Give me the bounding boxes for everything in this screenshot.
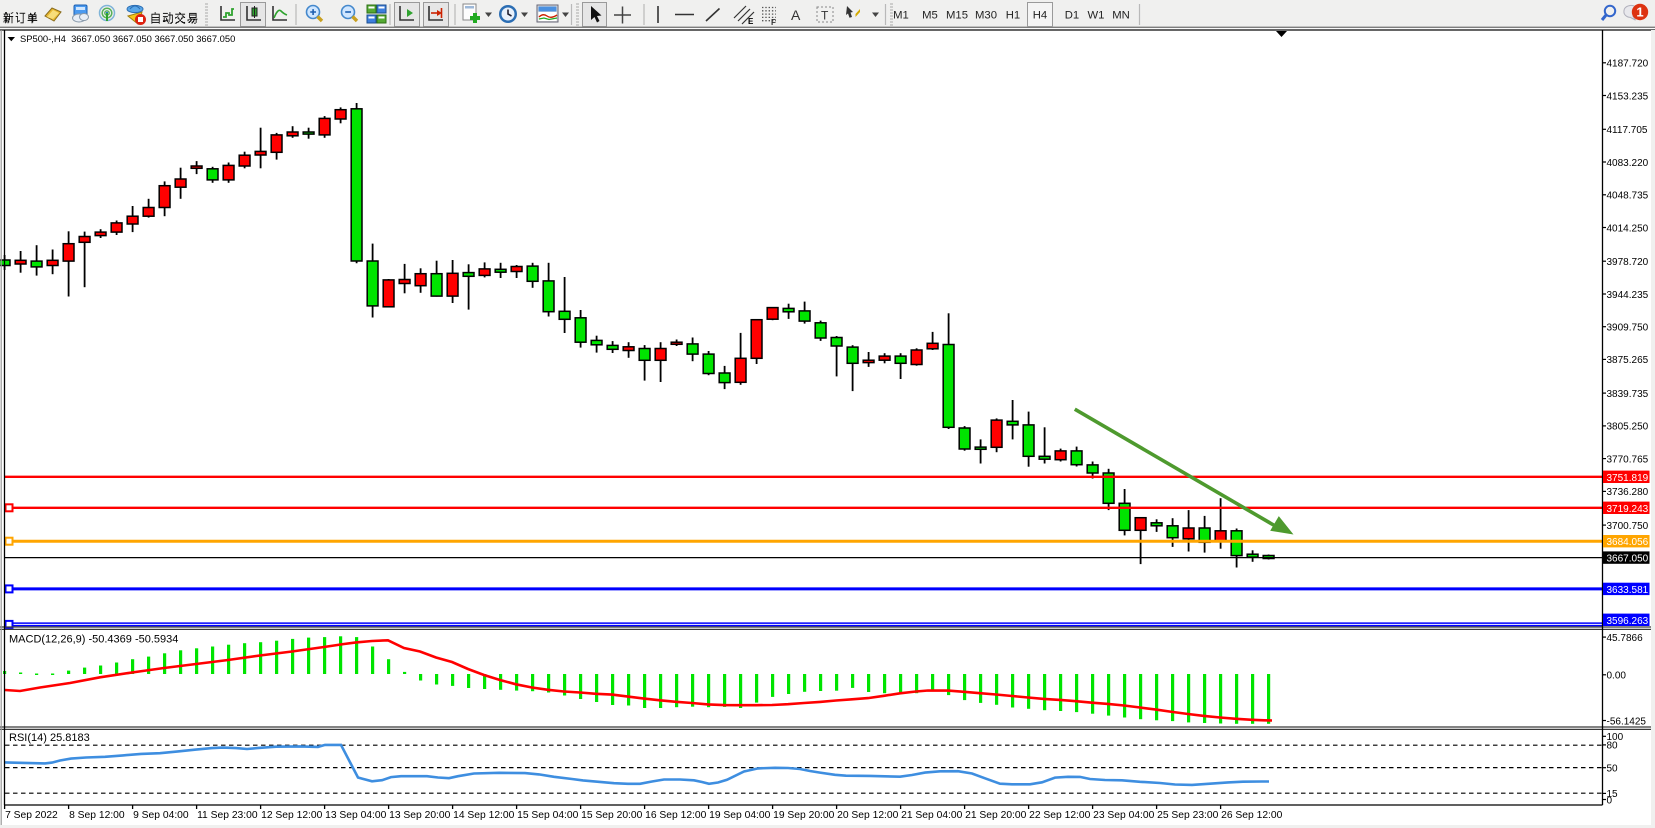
svg-text:16 Sep 12:00: 16 Sep 12:00 bbox=[645, 810, 707, 821]
svg-text:25 Sep 23:00: 25 Sep 23:00 bbox=[1157, 810, 1219, 821]
svg-text:13 Sep 20:00: 13 Sep 20:00 bbox=[389, 810, 451, 821]
svg-text:7 Sep 2022: 7 Sep 2022 bbox=[5, 810, 58, 821]
svg-text:A: A bbox=[791, 7, 801, 23]
svg-text:3805.250: 3805.250 bbox=[1607, 422, 1649, 433]
svg-text:11 Sep 23:00: 11 Sep 23:00 bbox=[197, 810, 258, 821]
svg-text:T: T bbox=[821, 9, 829, 23]
svg-text:4117.705: 4117.705 bbox=[1607, 125, 1648, 136]
svg-text:12 Sep 12:00: 12 Sep 12:00 bbox=[261, 810, 323, 821]
svg-text:F: F bbox=[771, 18, 776, 27]
svg-text:100: 100 bbox=[1607, 732, 1624, 743]
svg-text:15: 15 bbox=[1607, 789, 1619, 800]
svg-text:15 Sep 04:00: 15 Sep 04:00 bbox=[517, 810, 579, 821]
svg-text:14 Sep 12:00: 14 Sep 12:00 bbox=[453, 810, 515, 821]
svg-text:3770.765: 3770.765 bbox=[1607, 454, 1649, 465]
svg-text:E: E bbox=[748, 17, 754, 26]
svg-text:1: 1 bbox=[1636, 5, 1643, 20]
svg-text:M15: M15 bbox=[946, 10, 968, 22]
svg-text:SP500-,H4 3667.050 3667.050 3: SP500-,H4 3667.050 3667.050 3667.050 366… bbox=[20, 33, 235, 44]
svg-text:26 Sep 12:00: 26 Sep 12:00 bbox=[1221, 810, 1283, 821]
svg-text:13 Sep 04:00: 13 Sep 04:00 bbox=[325, 810, 387, 821]
svg-text:-56.1425: -56.1425 bbox=[1607, 716, 1647, 727]
svg-text:45.7866: 45.7866 bbox=[1607, 633, 1644, 644]
svg-text:19 Sep 20:00: 19 Sep 20:00 bbox=[773, 810, 835, 821]
svg-text:M5: M5 bbox=[922, 10, 938, 22]
svg-text:4014.250: 4014.250 bbox=[1607, 223, 1649, 234]
svg-text:0.00: 0.00 bbox=[1607, 671, 1627, 682]
svg-text:3909.750: 3909.750 bbox=[1607, 323, 1649, 334]
svg-text:21 Sep 04:00: 21 Sep 04:00 bbox=[901, 810, 963, 821]
svg-text:RSI(14) 25.8183: RSI(14) 25.8183 bbox=[9, 732, 90, 744]
svg-text:15 Sep 20:00: 15 Sep 20:00 bbox=[581, 810, 643, 821]
svg-text:50: 50 bbox=[1607, 764, 1619, 775]
svg-text:3875.265: 3875.265 bbox=[1607, 355, 1649, 366]
svg-text:20 Sep 12:00: 20 Sep 12:00 bbox=[837, 810, 899, 821]
svg-text:22 Sep 12:00: 22 Sep 12:00 bbox=[1029, 810, 1091, 821]
svg-text:W1: W1 bbox=[1088, 10, 1105, 22]
svg-text:3667.050: 3667.050 bbox=[1607, 554, 1649, 565]
svg-text:4153.235: 4153.235 bbox=[1607, 91, 1649, 102]
svg-text:23 Sep 04:00: 23 Sep 04:00 bbox=[1093, 810, 1155, 821]
svg-text:M1: M1 bbox=[893, 10, 909, 22]
svg-text:3944.235: 3944.235 bbox=[1607, 290, 1649, 301]
svg-text:4083.220: 4083.220 bbox=[1607, 158, 1649, 169]
svg-text:3978.720: 3978.720 bbox=[1607, 257, 1649, 268]
svg-text:3684.056: 3684.056 bbox=[1607, 537, 1649, 548]
svg-text:M30: M30 bbox=[975, 10, 997, 22]
svg-text:3839.735: 3839.735 bbox=[1607, 389, 1649, 400]
svg-text:4048.735: 4048.735 bbox=[1607, 191, 1649, 202]
svg-text:MN: MN bbox=[1112, 10, 1130, 22]
svg-text:MACD(12,26,9) -50.4369 -50.593: MACD(12,26,9) -50.4369 -50.5934 bbox=[9, 634, 178, 646]
svg-text:3633.581: 3633.581 bbox=[1607, 585, 1649, 596]
svg-text:4187.720: 4187.720 bbox=[1607, 59, 1649, 70]
svg-text:3700.750: 3700.750 bbox=[1607, 521, 1649, 532]
svg-text:80: 80 bbox=[1607, 741, 1619, 752]
svg-text:8 Sep 12:00: 8 Sep 12:00 bbox=[69, 810, 125, 821]
svg-text:H1: H1 bbox=[1006, 10, 1020, 22]
svg-text:3719.243: 3719.243 bbox=[1607, 504, 1649, 515]
svg-text:9 Sep 04:00: 9 Sep 04:00 bbox=[133, 810, 189, 821]
svg-text:3736.280: 3736.280 bbox=[1607, 487, 1649, 498]
svg-text:0: 0 bbox=[1607, 795, 1613, 806]
svg-text:21 Sep 20:00: 21 Sep 20:00 bbox=[965, 810, 1027, 821]
svg-text:3596.263: 3596.263 bbox=[1607, 616, 1649, 627]
svg-text:3751.819: 3751.819 bbox=[1607, 473, 1649, 484]
svg-text:D1: D1 bbox=[1065, 10, 1079, 22]
svg-text:H4: H4 bbox=[1033, 10, 1047, 22]
svg-text:19 Sep 04:00: 19 Sep 04:00 bbox=[709, 810, 771, 821]
